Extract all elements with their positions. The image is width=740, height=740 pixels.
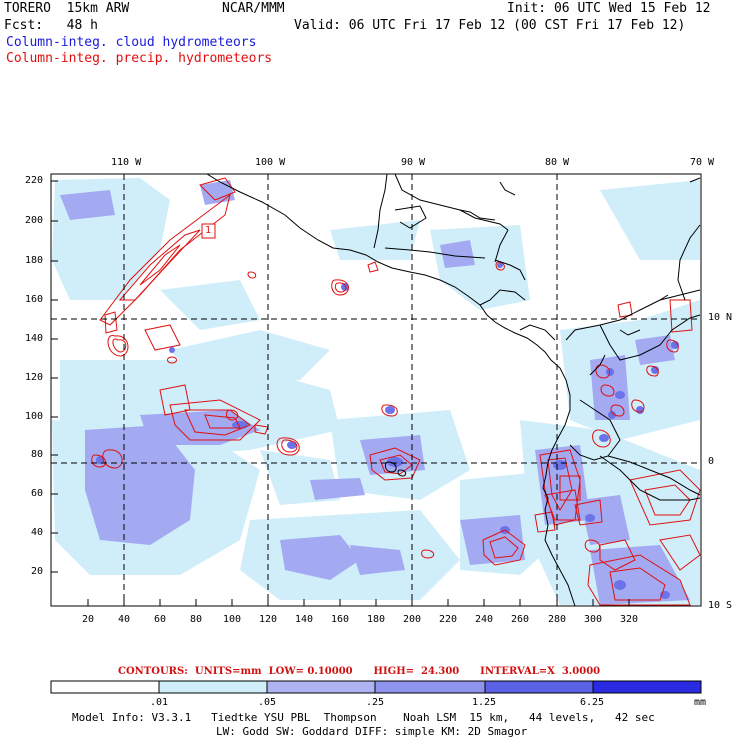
y-tick-60: 60	[31, 488, 44, 499]
lon-label-90w: 90 W	[401, 157, 426, 168]
colorbar-segment-3	[266, 680, 376, 694]
y-tick-40: 40	[31, 527, 44, 538]
colorbar-label-001: .01	[150, 697, 169, 708]
x-tick-200: 200	[403, 614, 422, 625]
y-tick-20: 20	[31, 566, 44, 577]
x-tick-280: 280	[548, 614, 567, 625]
colorbar-segment-2	[158, 680, 268, 694]
y-tick-80: 80	[31, 449, 44, 460]
organization-label: NCAR/MMM	[222, 1, 285, 16]
model-info-line2: LW: Godd SW: Goddard DIFF: simple KM: 2D…	[216, 725, 528, 738]
model-info-line1: Model Info: V3.3.1 Tiedtke YSU PBL Thomp…	[72, 711, 655, 724]
x-tick-40: 40	[118, 614, 131, 625]
x-tick-100: 100	[223, 614, 242, 625]
bottom-axis-ticks	[87, 599, 630, 606]
colorbar-segment-1	[50, 680, 160, 694]
lat-label-10n: 10 N	[708, 312, 733, 323]
colorbar-label-125: 1.25	[472, 697, 497, 708]
y-tick-140: 140	[25, 333, 44, 344]
x-tick-140: 140	[295, 614, 314, 625]
contours-info: CONTOURS: UNITS=mm LOW= 0.10000 HIGH= 24…	[118, 666, 601, 677]
x-tick-220: 220	[439, 614, 458, 625]
contour-label-box	[201, 223, 216, 239]
x-tick-80: 80	[190, 614, 203, 625]
x-tick-60: 60	[154, 614, 167, 625]
x-tick-320: 320	[620, 614, 639, 625]
colorbar-segment-5	[484, 680, 594, 694]
x-tick-20: 20	[82, 614, 95, 625]
lat-label-0: 0	[708, 456, 715, 467]
x-tick-260: 260	[511, 614, 530, 625]
x-tick-300: 300	[584, 614, 603, 625]
colorbar-label-625: 6.25	[580, 697, 605, 708]
x-tick-160: 160	[331, 614, 350, 625]
lon-label-70w: 70 W	[690, 157, 715, 168]
model-title: TORERO 15km ARW	[4, 1, 130, 16]
colorbar-label-005: .05	[258, 697, 277, 708]
valid-time: Valid: 06 UTC Fri 17 Feb 12 (00 CST Fri …	[294, 18, 686, 33]
lat-label-10s: 10 S	[708, 600, 733, 611]
colorbar-label-025: .25	[366, 697, 385, 708]
y-tick-120: 120	[25, 372, 44, 383]
y-tick-220: 220	[25, 175, 44, 186]
y-tick-200: 200	[25, 215, 44, 226]
cloud-field-title: Column-integ. cloud hydrometeors	[6, 35, 257, 50]
y-tick-100: 100	[25, 411, 44, 422]
y-tick-180: 180	[25, 255, 44, 266]
x-tick-180: 180	[367, 614, 386, 625]
forecast-hour: Fcst: 48 h	[4, 18, 98, 33]
lon-label-110w: 110 W	[111, 157, 142, 168]
y-tick-160: 160	[25, 294, 44, 305]
x-tick-120: 120	[259, 614, 278, 625]
x-tick-240: 240	[475, 614, 494, 625]
colorbar-segment-6	[592, 680, 702, 694]
lon-label-80w: 80 W	[545, 157, 570, 168]
colorbar-segment-4	[374, 680, 486, 694]
init-time: Init: 06 UTC Wed 15 Feb 12	[507, 1, 711, 16]
precip-contours	[91, 177, 701, 606]
left-axis-ticks	[51, 180, 58, 573]
latlon-grid	[51, 174, 701, 606]
lon-label-100w: 100 W	[255, 157, 286, 168]
precip-field-title: Column-integ. precip. hydrometeors	[6, 51, 273, 66]
contour-label: 1	[205, 225, 212, 236]
colorbar-unit: mm	[694, 697, 707, 708]
heavy-precip-core	[384, 461, 407, 477]
colorbar	[50, 680, 702, 694]
